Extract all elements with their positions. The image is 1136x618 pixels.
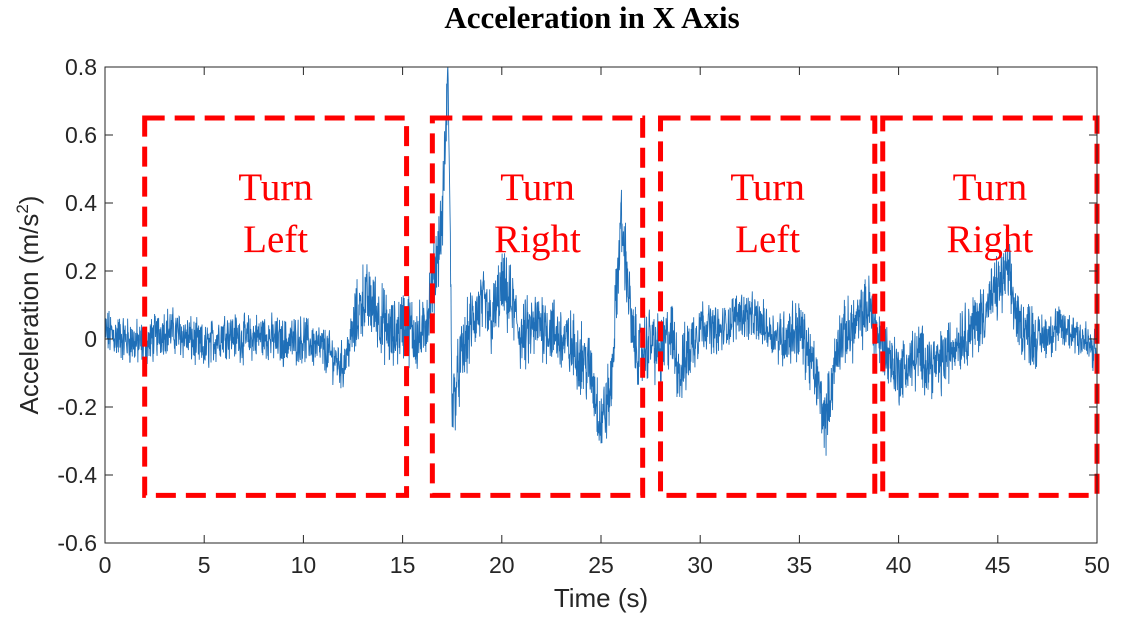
region-label-line1: Turn [953, 166, 1027, 209]
region-box [429, 115, 646, 498]
region-label-line2: Right [947, 218, 1034, 261]
y-tick-label: -0.4 [57, 462, 97, 488]
x-tick-label: 40 [886, 552, 912, 578]
x-tick-label: 20 [489, 552, 515, 578]
y-axis-label-main: Acceleration (m/s [14, 214, 44, 415]
y-tick-label: 0.8 [65, 54, 97, 80]
plot-area: Turn Left Turn Right Turn Left Turn Right 0 5 10 1… [57, 54, 1109, 578]
region-label-line1: Turn [730, 166, 804, 209]
region-box [658, 115, 878, 498]
x-tick-label: 45 [985, 552, 1011, 578]
y-axis-label-superscript: 2 [13, 204, 32, 213]
y-tick-label: -0.2 [57, 394, 97, 420]
plot-background [105, 67, 1097, 543]
region-label-line1: Turn [500, 166, 574, 209]
x-tick-label: 35 [787, 552, 813, 578]
x-axis-label: Time (s) [554, 583, 648, 613]
region-label-line1: Turn [238, 166, 312, 209]
region-box [142, 115, 410, 498]
x-tick-label: 15 [390, 552, 416, 578]
y-tick-label: 0.2 [65, 258, 97, 284]
region-label-line2: Left [735, 218, 800, 261]
chart-title: Acceleration in X Axis [444, 0, 739, 35]
series-layer [105, 67, 1097, 456]
y-tick-label: -0.6 [57, 530, 97, 556]
x-tick-label: 5 [198, 552, 211, 578]
x-tick-label: 25 [588, 552, 614, 578]
y-tick-label: 0.4 [65, 190, 97, 216]
x-tick-label: 0 [99, 552, 112, 578]
x-axis-ticks: 0 5 10 15 20 25 30 35 40 45 50 [99, 67, 1110, 578]
y-axis-label-suffix: ) [14, 196, 44, 205]
y-tick-label: 0.6 [65, 122, 97, 148]
x-tick-label: 10 [291, 552, 317, 578]
y-axis-label: Acceleration (m/s2) [13, 196, 44, 415]
region-label-line2: Right [494, 218, 581, 261]
region-label-line2: Left [243, 218, 308, 261]
x-tick-label: 30 [687, 552, 713, 578]
series-line [105, 67, 1097, 456]
y-axis-ticks: -0.6 -0.4 -0.2 0 0.2 0.4 0.6 0.8 [57, 54, 1097, 556]
y-tick-label: 0 [84, 326, 97, 352]
x-tick-label: 50 [1084, 552, 1110, 578]
